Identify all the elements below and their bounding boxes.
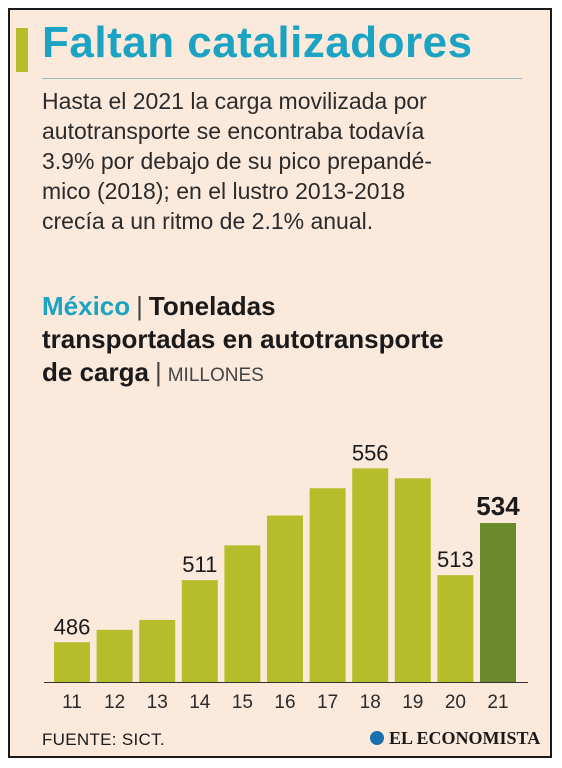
description-line: mico (2018); en el lustro 2013-2018 bbox=[42, 178, 406, 204]
infographic-card: Faltan catalizadores Hasta el 2021 la ca… bbox=[8, 8, 552, 758]
x-tick-label: 13 bbox=[147, 692, 168, 713]
x-tick-label: 12 bbox=[104, 692, 125, 713]
bar-12 bbox=[96, 629, 133, 682]
brand: EL ECONOMISTA bbox=[370, 728, 540, 749]
bar-11 bbox=[54, 642, 90, 682]
subtitle-separator: | bbox=[136, 291, 143, 321]
bar-19 bbox=[394, 478, 431, 682]
x-tick-label: 11 bbox=[62, 692, 82, 713]
subtitle-separator: | bbox=[154, 357, 162, 387]
x-tick-label: 16 bbox=[274, 692, 295, 713]
description-line: autotransporte se encontraba todavía bbox=[42, 118, 425, 144]
description: Hasta el 2021 la carga movilizada por au… bbox=[42, 86, 542, 236]
subtitle-country: México bbox=[42, 291, 131, 321]
data-label: 511 bbox=[182, 552, 217, 577]
subtitle-line1: Toneladas bbox=[148, 291, 276, 321]
chart-subtitle: México | Toneladas transportadas en autotr… bbox=[42, 290, 542, 392]
brand-name: EL ECONOMISTA bbox=[389, 728, 541, 748]
data-label: 513 bbox=[437, 547, 474, 572]
x-tick-label: 20 bbox=[445, 692, 466, 713]
subtitle-unit: MILLONES bbox=[167, 365, 264, 386]
bar-20 bbox=[437, 575, 474, 682]
bar-chart: 11 486 12 13 14 511 15 16 17 18 556 19 20 513 21 534 bbox=[44, 440, 528, 713]
subtitle-line3: de carga bbox=[42, 357, 149, 387]
data-label: 534 bbox=[476, 491, 520, 521]
description-line: Hasta el 2021 la carga movilizada por bbox=[42, 88, 427, 114]
description-line: 3.9% por debajo de su pico prepandé- bbox=[42, 148, 433, 174]
data-label: 556 bbox=[352, 440, 389, 465]
bar-16 bbox=[267, 515, 303, 682]
bar-17 bbox=[309, 488, 346, 682]
x-tick-label: 19 bbox=[402, 692, 423, 713]
data-label: 486 bbox=[54, 614, 91, 639]
title-accent-bar bbox=[16, 28, 28, 72]
description-line: crecía a un ritmo de 2.1% anual. bbox=[42, 208, 374, 234]
x-tick-label: 18 bbox=[360, 692, 381, 713]
x-tick-label: 14 bbox=[189, 692, 211, 713]
bar-13 bbox=[139, 619, 176, 682]
x-tick-label: 21 bbox=[487, 692, 508, 713]
bar-18 bbox=[352, 468, 389, 682]
x-tick-label: 17 bbox=[317, 692, 338, 713]
bar-15 bbox=[224, 545, 261, 682]
subtitle-line2: transportadas en autotransporte bbox=[42, 324, 444, 354]
page-title: Faltan catalizadores bbox=[42, 18, 473, 67]
brand-logo-icon bbox=[370, 731, 384, 745]
bar-14 bbox=[181, 580, 218, 682]
source-note: FUENTE: SICT. bbox=[42, 730, 165, 749]
x-tick-label: 15 bbox=[232, 692, 253, 713]
title-divider bbox=[42, 78, 522, 79]
bar-21 bbox=[480, 523, 516, 682]
